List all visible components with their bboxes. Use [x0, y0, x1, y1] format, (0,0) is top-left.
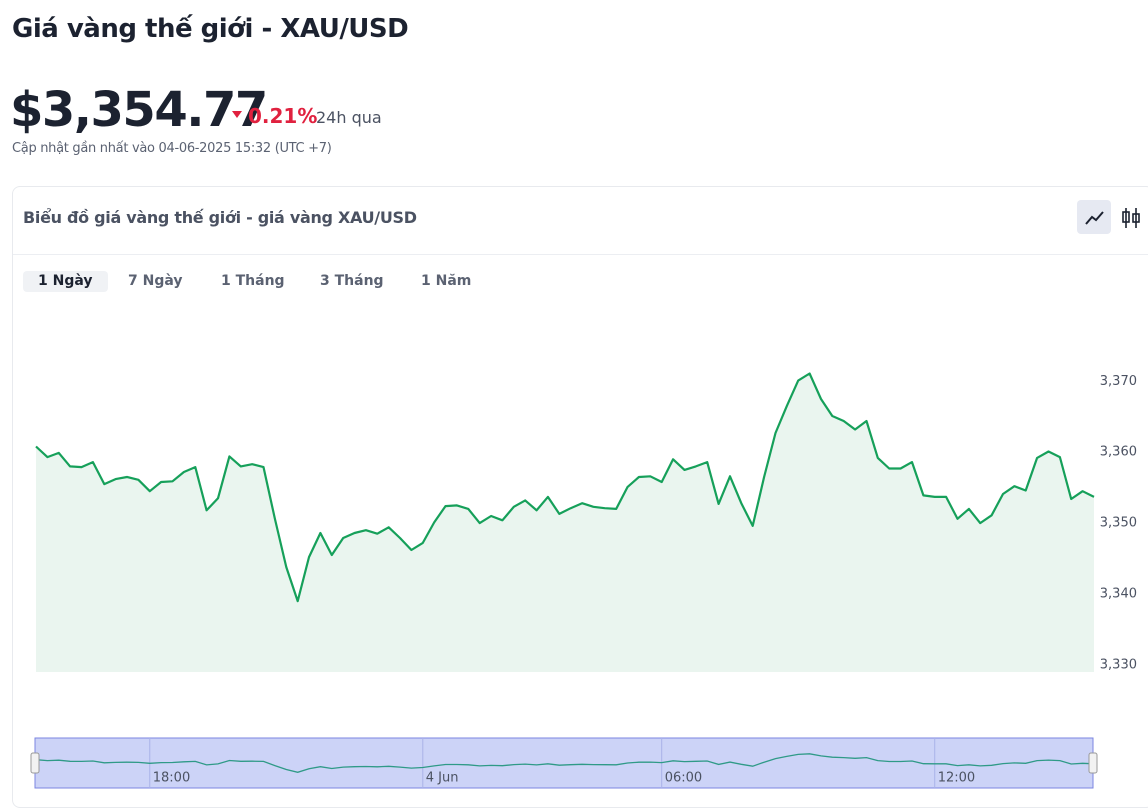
- price-change: 0.21%: [232, 104, 317, 128]
- card-title: Biểu đồ giá vàng thế giới - giá vàng XAU…: [23, 208, 417, 227]
- candle-icon[interactable]: [1122, 208, 1140, 228]
- navigator-label: 4 Jun: [426, 771, 459, 786]
- chart-type-switch: [1077, 200, 1140, 234]
- navigator-label: 06:00: [665, 771, 702, 786]
- tab[interactable]: 3 Tháng: [320, 273, 384, 289]
- tab[interactable]: 1 Ngày: [23, 271, 108, 292]
- y-tick-label: 3,330: [1100, 657, 1137, 672]
- price: $3,354.77: [10, 82, 268, 138]
- y-tick-label: 3,370: [1100, 374, 1137, 389]
- page-title: Giá vàng thế giới - XAU/USD: [12, 14, 409, 44]
- y-tick-label: 3,360: [1100, 445, 1137, 460]
- tab[interactable]: 7 Ngày: [128, 273, 183, 289]
- line: [35, 372, 1095, 603]
- navigator-handle[interactable]: [1088, 752, 1098, 774]
- y-tick-label: 3,350: [1100, 516, 1137, 531]
- divider: [13, 254, 1148, 255]
- change-period: 24h qua: [316, 108, 382, 127]
- y-tick-label: 3,340: [1100, 587, 1137, 602]
- navigator-label: 18:00: [153, 771, 190, 786]
- line-button[interactable]: [1077, 200, 1111, 234]
- navigator-label: 12:00: [938, 771, 975, 786]
- navigator[interactable]: [34, 737, 1094, 789]
- area: [36, 373, 1094, 672]
- line-icon: [1085, 211, 1104, 225]
- tab[interactable]: 1 Tháng: [221, 273, 285, 289]
- update-time: Cập nhật gần nhất vào 04-06-2025 15:32 (…: [12, 141, 332, 156]
- navigator-handle[interactable]: [30, 752, 40, 774]
- navigator-line: [35, 753, 1095, 773]
- tab[interactable]: 1 Năm: [421, 273, 472, 289]
